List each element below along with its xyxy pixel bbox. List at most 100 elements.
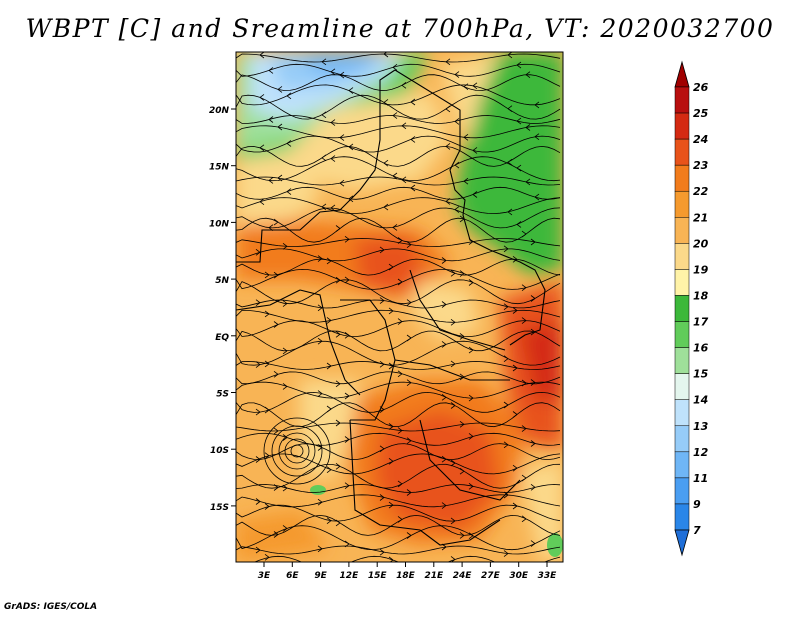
streamline-arrow xyxy=(264,452,270,460)
streamline-arrow xyxy=(507,208,513,216)
colorbar-bin xyxy=(674,399,690,427)
streamline-arrow xyxy=(388,307,394,315)
lon-tick-label: 18E xyxy=(396,571,416,581)
streamline-arrow xyxy=(317,337,323,345)
map-title: WBPT [C] and Sreamline at 700hPa, VT: 20… xyxy=(25,14,775,43)
streamline-arrow xyxy=(454,161,460,169)
lon-tick-label: 24E xyxy=(453,571,473,581)
streamline-arrow xyxy=(503,355,509,363)
streamline-arrow xyxy=(410,184,416,192)
lat-tick-label: 20N xyxy=(209,106,230,116)
streamline-arrow xyxy=(317,390,323,397)
streamline-arrow xyxy=(468,532,474,540)
colorbar-label: 26 xyxy=(693,81,709,94)
streamline-arrow xyxy=(503,441,509,449)
streamline-arrow xyxy=(530,238,536,246)
streamline-arrow xyxy=(530,483,536,491)
streamline-arrow xyxy=(388,501,394,509)
streamline-arrow xyxy=(383,159,389,167)
colorbar-bin xyxy=(674,451,690,479)
credit-text: GrADS: IGES/COLA xyxy=(4,602,98,612)
streamline xyxy=(236,238,561,247)
lon-tick-label: 12E xyxy=(340,571,360,581)
streamline-arrow xyxy=(335,462,341,470)
lat-tick-label: 10N xyxy=(209,219,230,229)
streamline xyxy=(236,74,561,91)
lat-tick-label: EQ xyxy=(215,333,229,343)
streamline-arrow xyxy=(512,464,518,472)
streamline-arrow xyxy=(450,269,456,277)
colorbar-label: 21 xyxy=(693,211,708,224)
streamline-arrow xyxy=(525,71,531,79)
streamline-arrow xyxy=(401,176,407,184)
streamline xyxy=(236,309,561,323)
latitude-axis: 20N 15N 10N 5N EQ 5S 10S 15S xyxy=(209,106,236,513)
streamline-arrow xyxy=(463,177,469,185)
streamline xyxy=(236,268,561,290)
streamline-arrow xyxy=(521,317,527,324)
streamline-arrow xyxy=(512,502,518,510)
streamline-arrow xyxy=(335,380,341,388)
streamline-arrow xyxy=(286,92,292,100)
streamline-arrow xyxy=(441,257,447,264)
colorbar-label: 16 xyxy=(693,342,709,355)
streamline-arrow xyxy=(330,68,336,76)
streamline xyxy=(236,197,561,215)
streamline-arrow xyxy=(512,307,518,314)
streamline-arrow xyxy=(410,136,416,143)
lon-tick-label: 27E xyxy=(481,571,501,581)
streamline-arrow xyxy=(282,525,288,532)
streamline-arrow xyxy=(282,484,288,492)
streamline-arrow xyxy=(344,235,350,243)
streamline xyxy=(236,453,561,475)
streamline-arrow xyxy=(282,347,288,355)
colorbar-label: 19 xyxy=(693,263,709,276)
streamline xyxy=(236,545,561,555)
streamline-arrow xyxy=(326,257,332,265)
streamline xyxy=(236,125,561,139)
lat-tick-label: 15S xyxy=(210,503,229,513)
colorbar-bin xyxy=(674,243,690,270)
colorbar-bin xyxy=(674,373,690,400)
streamline-arrow xyxy=(472,147,478,154)
streamline xyxy=(236,381,561,399)
streamline-arrow xyxy=(330,155,336,162)
streamline xyxy=(236,402,561,428)
streamline-arrow xyxy=(379,445,385,453)
longitude-axis: 3E 6E 9E 12E 15E 18E 21E 24E 27E 30E 33E xyxy=(258,562,557,581)
streamline-arrow xyxy=(326,362,332,370)
streamline-arrow xyxy=(286,140,292,147)
colorbar-label: 15 xyxy=(693,368,709,381)
streamline-arrow xyxy=(282,434,288,441)
streamline-arrow xyxy=(401,81,407,89)
streamline-arrow xyxy=(530,440,536,447)
streamline-arrow xyxy=(397,427,403,434)
streamline-arrow xyxy=(410,98,416,106)
streamline-arrow xyxy=(450,318,456,326)
streamline-arrow xyxy=(259,94,265,101)
streamline-arrow xyxy=(286,188,292,195)
colorbar-bottom-arrow xyxy=(674,529,690,557)
streamline-arrow xyxy=(273,271,279,279)
streamline-arrow xyxy=(406,437,412,445)
streamline-arrow xyxy=(344,482,350,490)
lon-tick-label: 6E xyxy=(286,571,299,581)
streamline-arrow xyxy=(503,303,509,311)
streamline-arrow xyxy=(264,271,270,279)
streamline xyxy=(236,494,561,508)
streamline xyxy=(236,217,561,243)
streamline-arrow xyxy=(445,198,451,205)
colorbar-bin xyxy=(674,269,690,296)
streamline-arrow xyxy=(335,225,341,232)
streamlines xyxy=(236,52,561,562)
streamline-arrow xyxy=(454,206,460,213)
colorbar-bin xyxy=(674,347,690,374)
streamline-arrow xyxy=(530,540,536,547)
streamline-arrow xyxy=(264,503,270,510)
lat-tick-label: 15N xyxy=(209,163,230,173)
streamline-arrow xyxy=(459,270,465,277)
streamline xyxy=(236,258,561,276)
streamline-arrow xyxy=(388,263,394,271)
streamline-arrow xyxy=(383,99,389,106)
streamline xyxy=(236,432,561,446)
